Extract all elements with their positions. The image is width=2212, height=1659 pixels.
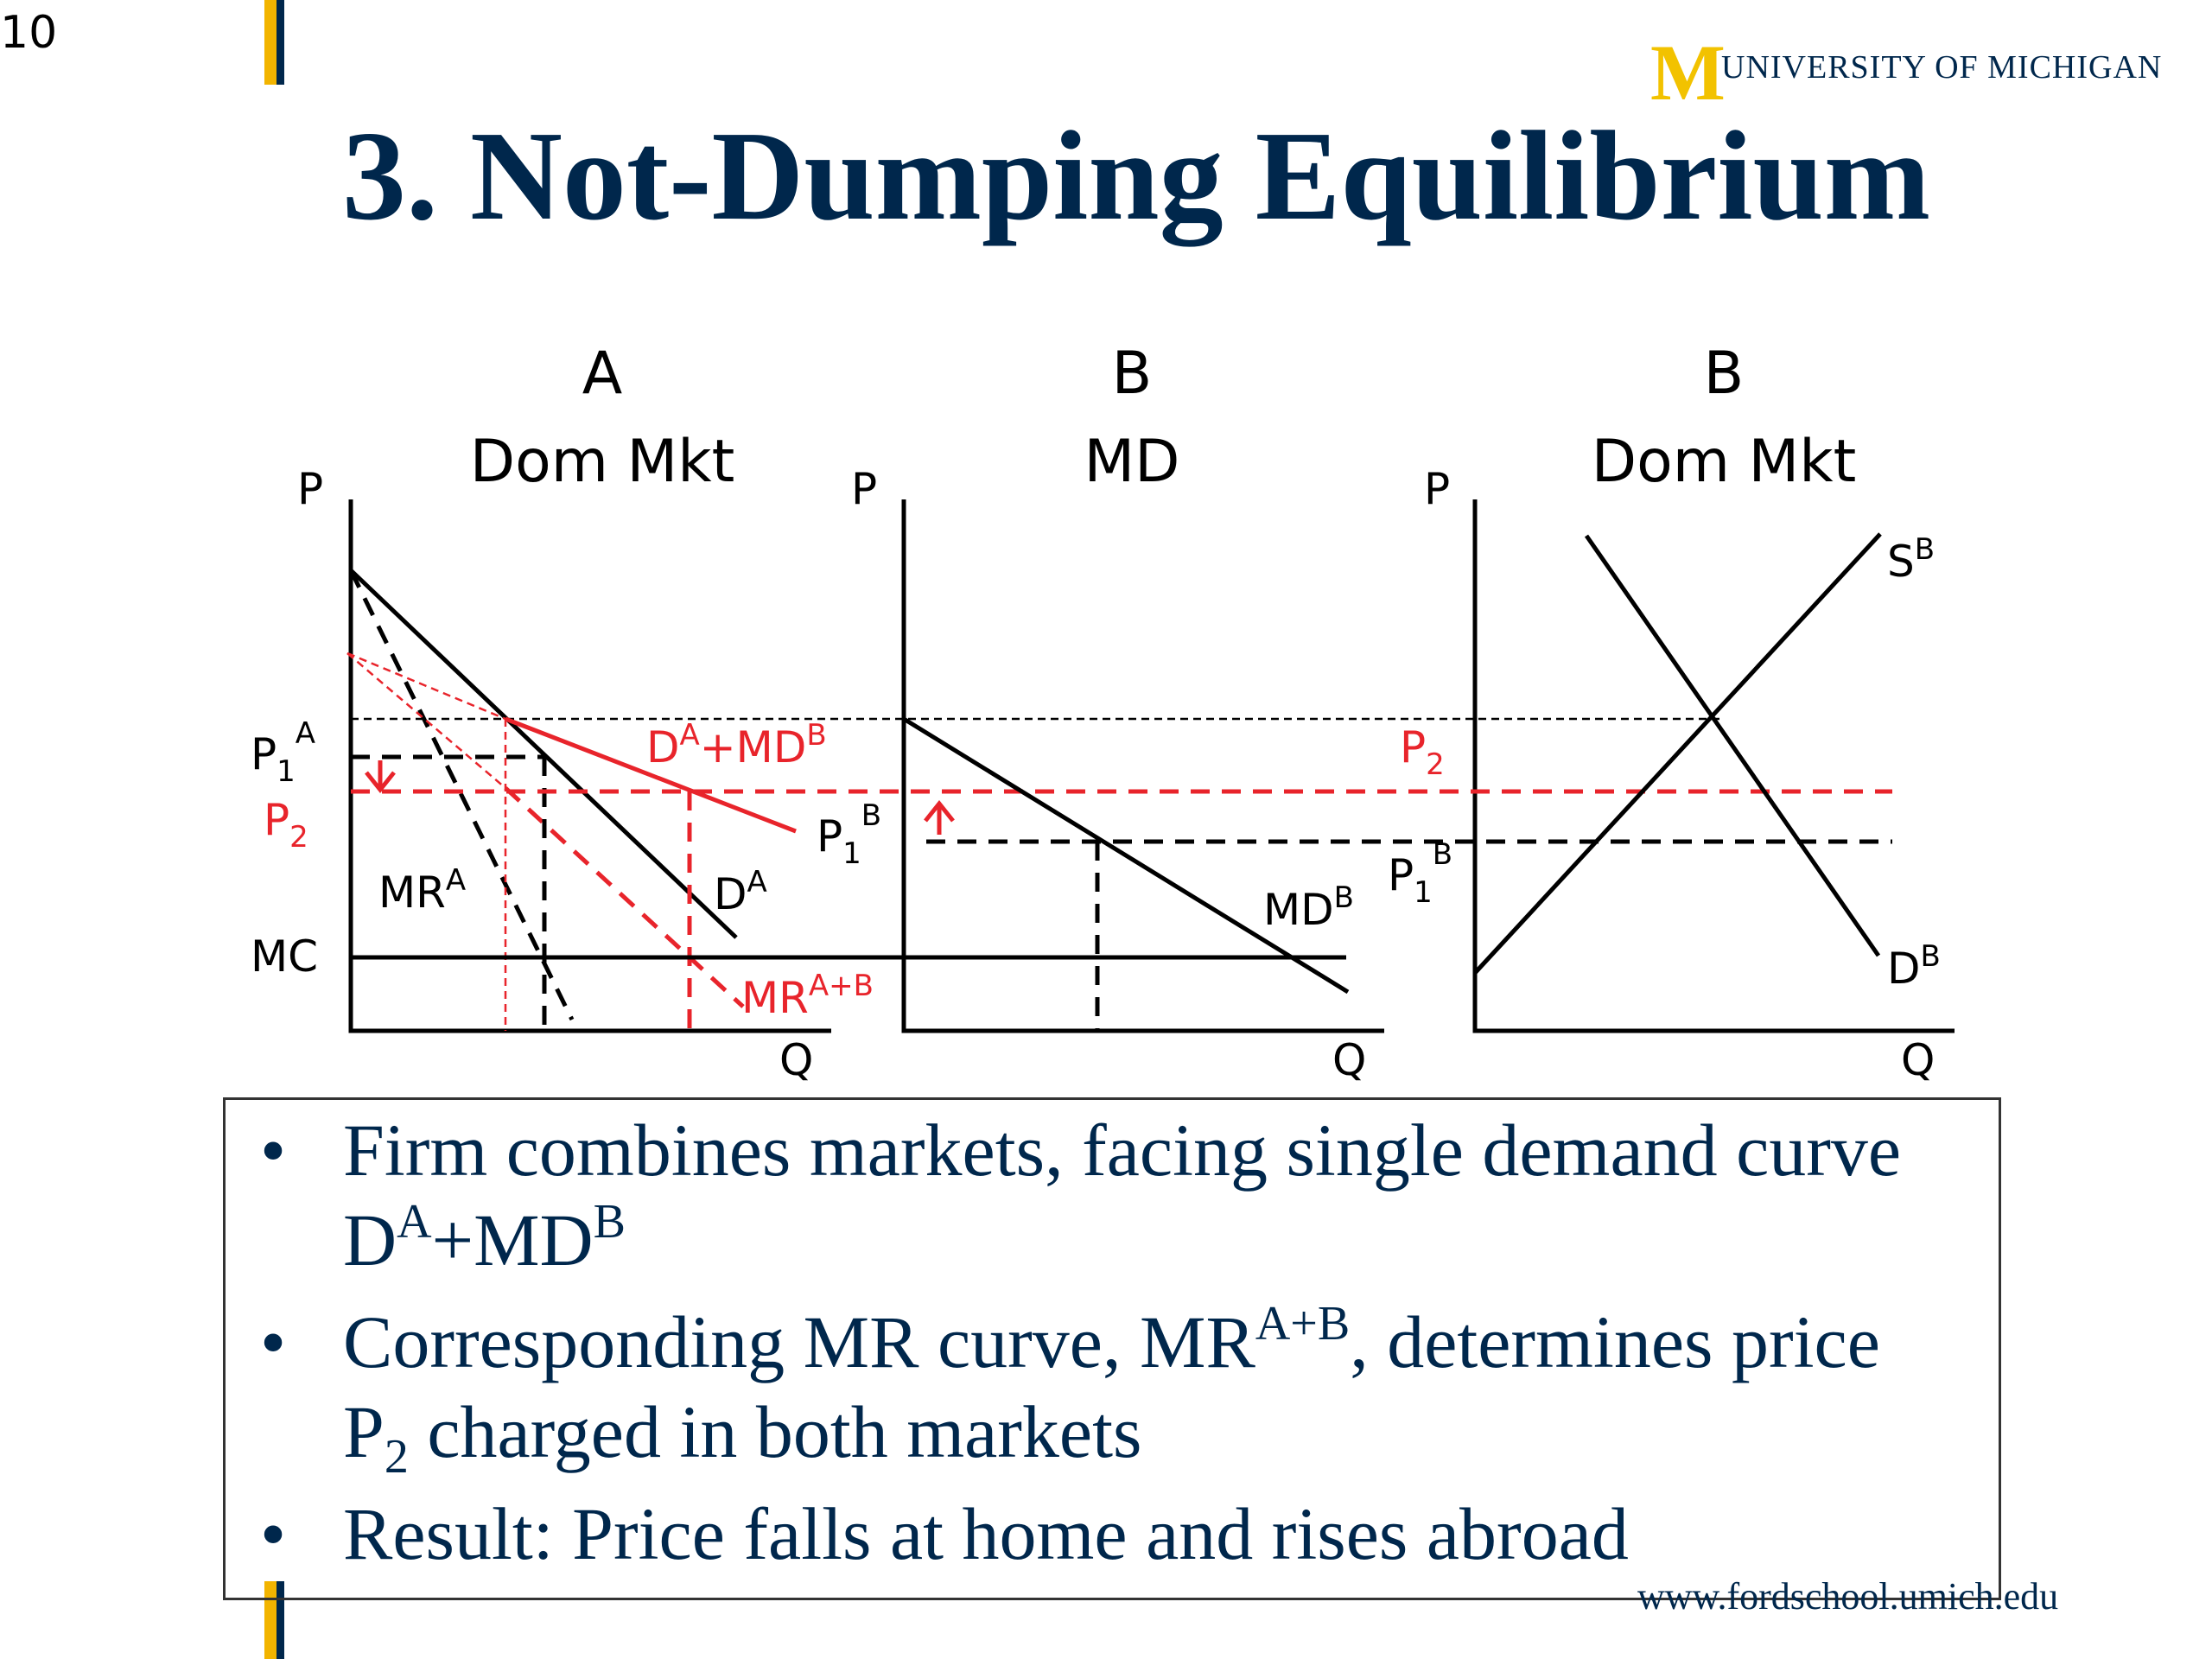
mra-label: MRA	[378, 863, 466, 918]
supply-curve-b	[1473, 532, 1882, 975]
panel-b-md-q-axis-label: Q	[1332, 1035, 1366, 1085]
mdb-label: MDB	[1263, 880, 1354, 935]
da-label: DA	[714, 865, 767, 919]
marginal-demand-curve	[902, 716, 1350, 995]
panel-b-dom-heading: B	[1704, 340, 1745, 408]
demand-curve-a	[349, 569, 738, 939]
panel-a-axes	[348, 499, 831, 1033]
p2-label-panel-a: P2	[264, 795, 308, 855]
block-m-logo: M	[1650, 29, 1726, 117]
p1b-label-panel-a: P1B	[817, 798, 881, 871]
p1a-label: P1A	[251, 716, 315, 789]
website-url[interactable]: www.fordschool.umich.edu	[1637, 1575, 2059, 1618]
marginal-revenue-curve-a	[348, 569, 575, 1021]
combined-demand-curve	[505, 716, 797, 834]
panel-b-md-subheading: MD	[1084, 428, 1179, 496]
panel-b-dom-subheading: Dom Mkt	[1592, 428, 1857, 496]
panel-b-md-axes	[901, 499, 1384, 1033]
panel-a-p-axis-label: P	[297, 464, 323, 514]
panel-b-dom-q-axis-label: Q	[1901, 1035, 1935, 1085]
panel-a-heading: A	[582, 340, 623, 408]
panel-b-md-heading: B	[1112, 340, 1153, 408]
panel-b-dom-p-axis-label: P	[1424, 464, 1450, 514]
top-accent-bar	[264, 0, 284, 85]
p2-label-panel-b: P2	[1400, 722, 1445, 782]
combined-demand-label: DA+MDB	[646, 718, 827, 772]
db-label: DB	[1887, 939, 1941, 994]
university-name: UNIVERSITY OF MICHIGAN	[1721, 49, 2163, 86]
panel-a-subheading: Dom Mkt	[470, 428, 735, 496]
sb-label: SB	[1887, 532, 1935, 587]
bottom-accent-bar	[264, 1581, 284, 1659]
panel-b-dom-axes	[1472, 499, 1955, 1033]
slide-title: 3. Not-Dumping Equilibrium	[342, 105, 1931, 247]
combined-mr-upper-thin	[346, 652, 506, 789]
demand-curve-b	[1584, 534, 1881, 957]
summary-box: • Firm combines markets, facing single d…	[223, 1097, 2001, 1600]
p1b-label-panel-b: P1B	[1388, 837, 1452, 910]
combined-mr-label: MRA+B	[741, 969, 874, 1023]
mc-label: MC	[251, 931, 318, 982]
panel-a-q-axis-label: Q	[779, 1035, 813, 1085]
combined-marginal-revenue-curve	[504, 786, 745, 1008]
price-falls-arrow	[365, 760, 396, 794]
panel-b-md-p-axis-label: P	[851, 464, 877, 514]
slide-number: 10	[0, 7, 58, 59]
combined-demand-kinked-thin	[346, 652, 506, 721]
price-rises-arrow	[924, 799, 955, 835]
